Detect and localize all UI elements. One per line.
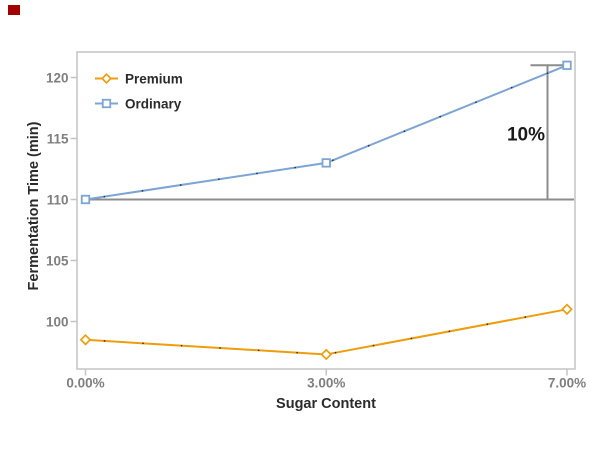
x-tick-label: 3.00%: [307, 376, 345, 391]
legend-premium-diamond-icon: [100, 72, 113, 85]
legend-label-premium: Premium: [125, 71, 183, 86]
legend: Premium Ordinary: [95, 71, 183, 111]
premium-marker-diamond: [79, 333, 92, 346]
legend-label-ordinary: Ordinary: [125, 96, 182, 111]
y-axis-title: Fermentation Time (min): [26, 121, 42, 290]
series-layer: [79, 60, 573, 361]
ordinary-marker-square: [80, 194, 91, 205]
y-tick-label: 120: [46, 70, 69, 85]
x-tick-label: 0.00%: [66, 376, 104, 391]
ordinary-marker-square: [562, 60, 572, 70]
difference-percent-label: 10%: [507, 125, 545, 146]
x-axis-title: Sugar Content: [276, 396, 376, 412]
red-corner-marker: [8, 5, 20, 15]
x-tick-label: 7.00%: [548, 376, 586, 391]
y-tick-label: 115: [47, 131, 69, 146]
premium-line-dots: [84, 308, 568, 356]
y-tick-label: 110: [47, 192, 69, 207]
y-tick-label: 100: [46, 314, 69, 329]
axes-layer: 100 105 110 115 120 0.00% 3.00% 7.00%: [46, 51, 586, 391]
y-tick-label: 105: [46, 253, 69, 268]
premium-marker-diamond: [320, 348, 333, 361]
ordinary-marker-square: [321, 158, 331, 168]
premium-line: [85, 308, 568, 356]
difference-annotation-lines: [85, 64, 574, 201]
premium-marker-diamond: [561, 303, 573, 316]
legend-ordinary-square-icon: [101, 98, 112, 109]
